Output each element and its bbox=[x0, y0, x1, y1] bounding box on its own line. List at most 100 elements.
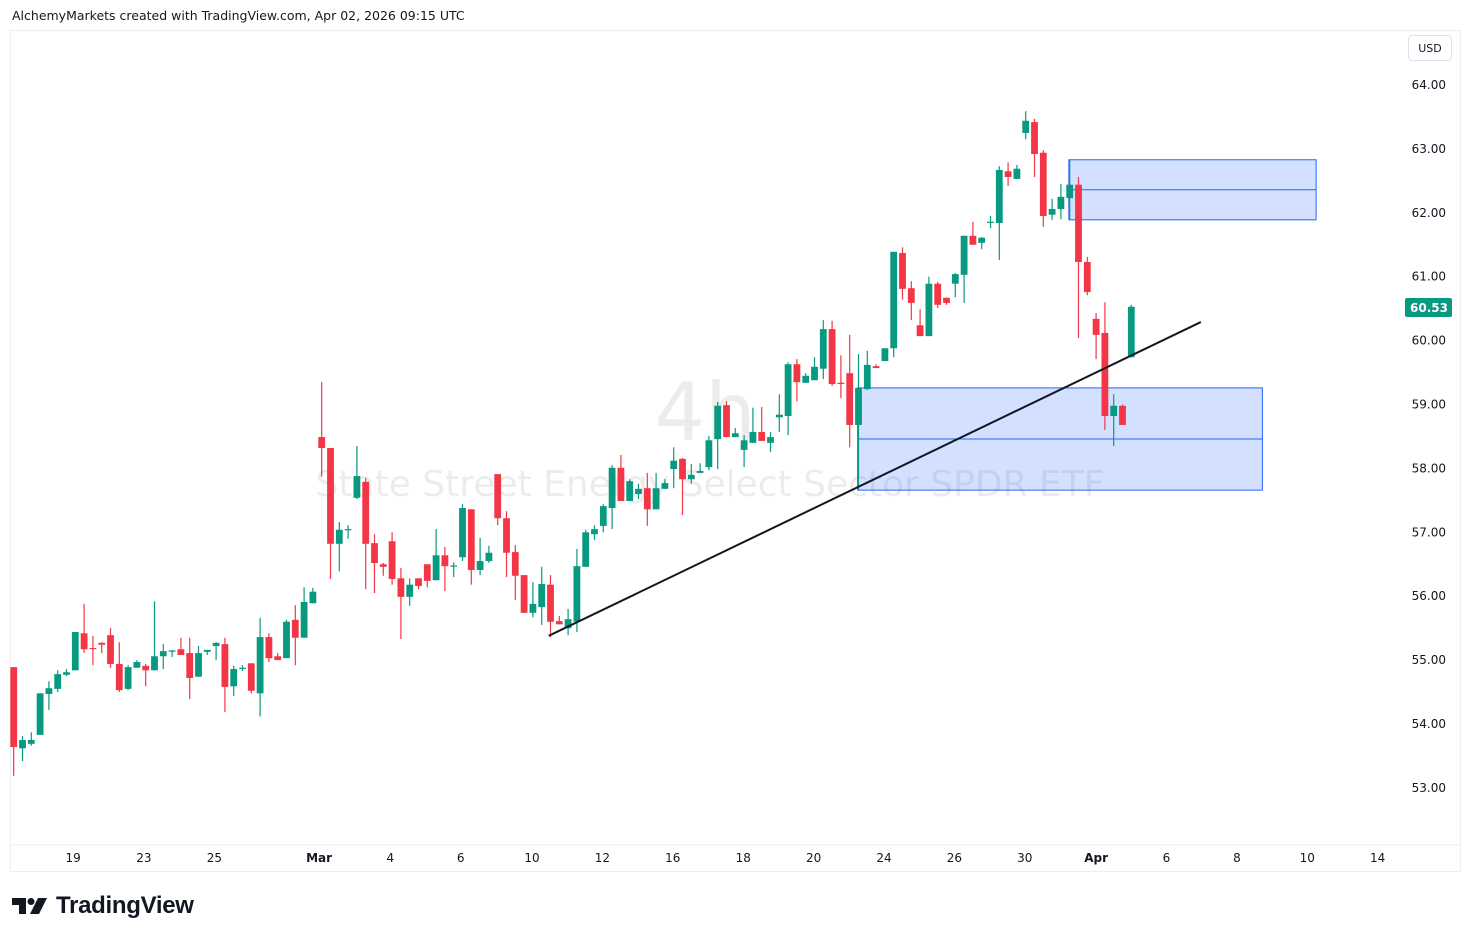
currency-button[interactable]: USD bbox=[1408, 35, 1452, 61]
candle-body bbox=[714, 405, 722, 440]
candle-body bbox=[555, 621, 563, 625]
candle-down bbox=[969, 221, 977, 245]
candle-up bbox=[599, 504, 607, 533]
candle-body bbox=[459, 508, 466, 558]
candle-up bbox=[230, 665, 238, 696]
candle-body bbox=[960, 235, 968, 275]
candle-up bbox=[432, 529, 440, 581]
candle-body bbox=[837, 382, 845, 385]
candle-down bbox=[265, 633, 273, 663]
candle-body bbox=[107, 635, 114, 664]
candle-up bbox=[71, 631, 79, 671]
candle-up bbox=[212, 642, 220, 661]
candle-body bbox=[582, 532, 590, 567]
time-tick-label: 4 bbox=[387, 851, 395, 865]
price-tick-label: 59.00 bbox=[1412, 398, 1446, 412]
candle-body bbox=[1022, 120, 1030, 133]
candle-body bbox=[907, 288, 915, 303]
candle-down bbox=[837, 355, 845, 399]
candle-body bbox=[617, 467, 625, 501]
candle-up bbox=[1066, 159, 1074, 220]
candle-body bbox=[758, 431, 766, 441]
candle-up bbox=[687, 463, 695, 484]
candle-body bbox=[151, 656, 158, 671]
candle-body bbox=[511, 552, 519, 576]
candle-body bbox=[19, 739, 26, 749]
candle-body bbox=[670, 460, 678, 470]
candle-down bbox=[916, 309, 924, 337]
candle-body bbox=[731, 433, 739, 438]
candle-body bbox=[890, 251, 898, 349]
time-tick-label: 30 bbox=[1017, 851, 1032, 865]
candle-body bbox=[599, 506, 607, 526]
candle-body bbox=[327, 447, 334, 544]
candle-body bbox=[547, 584, 554, 622]
candle-up bbox=[987, 215, 994, 229]
candle-down bbox=[397, 568, 405, 640]
candle-up bbox=[1110, 394, 1118, 447]
candle-body bbox=[344, 529, 352, 531]
candle-body bbox=[203, 649, 211, 652]
candle-up bbox=[159, 644, 167, 670]
candle-body bbox=[239, 667, 246, 669]
candle-up bbox=[582, 529, 590, 567]
candle-down bbox=[907, 281, 915, 321]
tradingview-logo[interactable]: TradingView bbox=[12, 892, 194, 920]
candle-up bbox=[283, 619, 290, 659]
candle-up bbox=[670, 447, 678, 489]
candle-up bbox=[591, 525, 598, 540]
candle-body bbox=[186, 653, 194, 678]
candle-down bbox=[379, 562, 387, 576]
candle-body bbox=[1031, 122, 1038, 155]
candle-body bbox=[696, 470, 704, 473]
candle-body bbox=[36, 693, 44, 735]
candle-body bbox=[247, 663, 255, 691]
chart-attribution: AlchemyMarkets created with TradingView.… bbox=[12, 8, 465, 23]
candle-body bbox=[63, 672, 70, 675]
candle-up bbox=[19, 736, 26, 762]
candle-body bbox=[379, 564, 387, 567]
candle-body bbox=[969, 235, 977, 245]
candle-down bbox=[362, 477, 370, 590]
candle-body bbox=[978, 237, 986, 243]
candle-up bbox=[635, 483, 642, 500]
time-tick-label: 10 bbox=[524, 851, 539, 865]
candle-up bbox=[485, 545, 493, 563]
candle-up bbox=[54, 670, 62, 693]
candle-up bbox=[1013, 164, 1021, 179]
tradingview-logo-icon bbox=[12, 898, 47, 914]
candle-body bbox=[406, 584, 414, 597]
candle-body bbox=[212, 642, 220, 647]
candle-up bbox=[740, 435, 748, 468]
time-tick-label: 16 bbox=[665, 851, 680, 865]
candle-down bbox=[899, 247, 906, 300]
candle-up bbox=[705, 435, 713, 471]
price-tick-label: 57.00 bbox=[1412, 525, 1446, 539]
candle-body bbox=[564, 619, 572, 629]
candle-up bbox=[661, 479, 669, 489]
candle-up bbox=[124, 665, 132, 691]
candle-body bbox=[221, 644, 229, 687]
trendline[interactable] bbox=[548, 321, 1202, 637]
candle-body bbox=[811, 366, 818, 381]
candle-body bbox=[855, 387, 862, 425]
last-price-badge bbox=[1405, 298, 1452, 317]
candle-body bbox=[934, 283, 942, 305]
candle-down bbox=[1004, 162, 1012, 186]
candle-up bbox=[538, 566, 546, 625]
candle-up bbox=[63, 669, 70, 677]
candle-down bbox=[177, 637, 185, 655]
candle-body bbox=[503, 518, 510, 553]
candle-down bbox=[1101, 302, 1109, 431]
candle-body bbox=[98, 642, 106, 645]
candle-body bbox=[309, 591, 317, 604]
candle-up bbox=[406, 578, 414, 606]
candle-up bbox=[696, 463, 704, 473]
watermark-interval: 4h bbox=[654, 366, 756, 459]
candle-down bbox=[318, 382, 326, 477]
time-tick-label: 6 bbox=[1163, 851, 1171, 865]
candle-body bbox=[529, 603, 537, 613]
candle-body bbox=[467, 509, 475, 571]
time-tick-label: 6 bbox=[457, 851, 465, 865]
